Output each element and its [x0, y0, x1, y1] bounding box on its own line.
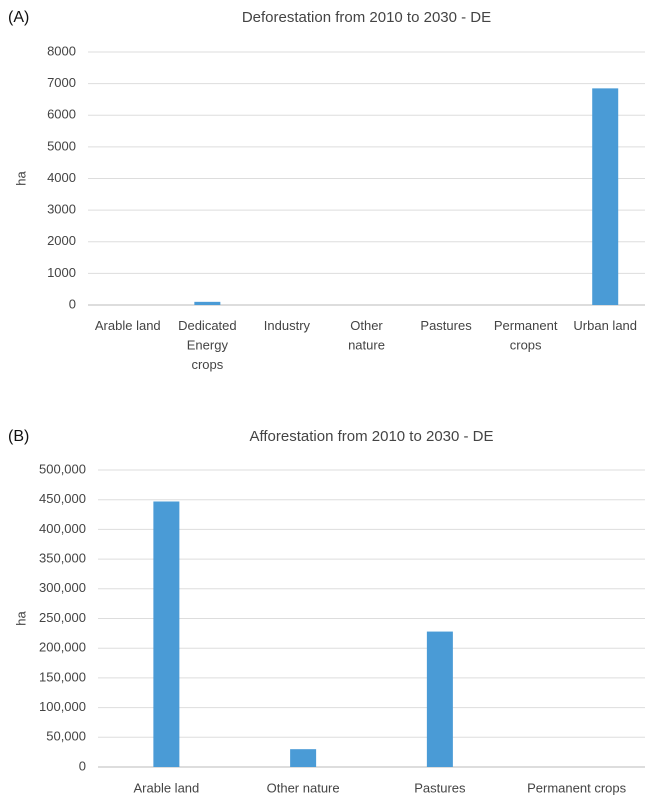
bar	[290, 749, 317, 767]
y-tick-label: 400,000	[39, 521, 86, 536]
chart-title: Afforestation from 2010 to 2030 - DE	[249, 428, 493, 445]
y-tick-label: 3000	[47, 202, 76, 217]
y-tick-label: 100,000	[39, 699, 86, 714]
y-tick-label: 1000	[47, 265, 76, 280]
bar	[426, 631, 453, 767]
panel-label: (A)	[8, 9, 29, 26]
x-tick-label: Pastures	[420, 318, 472, 333]
y-axis-label: ha	[13, 171, 28, 186]
y-tick-label: 8000	[47, 43, 76, 58]
chart-title: Deforestation from 2010 to 2030 - DE	[242, 9, 491, 26]
x-tick-label: Permanent crops	[527, 780, 626, 795]
x-tick-label: Other nature	[267, 780, 340, 795]
x-tick-label: Arable land	[95, 318, 161, 333]
y-tick-label: 250,000	[39, 610, 86, 625]
panel-label: (B)	[8, 428, 29, 445]
x-tick-label: Urban land	[573, 318, 637, 333]
y-tick-label: 150,000	[39, 669, 86, 684]
x-tick-label: Other nature	[348, 318, 385, 353]
y-tick-label: 200,000	[39, 640, 86, 655]
y-tick-label: 450,000	[39, 491, 86, 506]
y-axis-label: ha	[13, 611, 28, 626]
y-tick-label: 300,000	[39, 580, 86, 595]
y-tick-label: 0	[79, 758, 86, 773]
bar	[194, 301, 221, 305]
y-tick-label: 6000	[47, 107, 76, 122]
x-tick-label: Pastures	[414, 780, 466, 795]
y-tick-label: 2000	[47, 233, 76, 248]
x-tick-label: Arable land	[133, 780, 199, 795]
y-tick-label: 7000	[47, 75, 76, 90]
y-tick-label: 0	[69, 296, 76, 311]
x-tick-label: Dedicated Energy crops	[178, 318, 237, 372]
x-tick-label: Permanent crops	[494, 318, 558, 353]
y-tick-label: 4000	[47, 170, 76, 185]
x-tick-label: Industry	[264, 318, 311, 333]
y-tick-label: 500,000	[39, 461, 86, 476]
y-tick-label: 350,000	[39, 551, 86, 566]
y-tick-label: 5000	[47, 138, 76, 153]
bar	[153, 501, 180, 767]
bar	[592, 88, 619, 306]
y-tick-label: 50,000	[46, 729, 86, 744]
